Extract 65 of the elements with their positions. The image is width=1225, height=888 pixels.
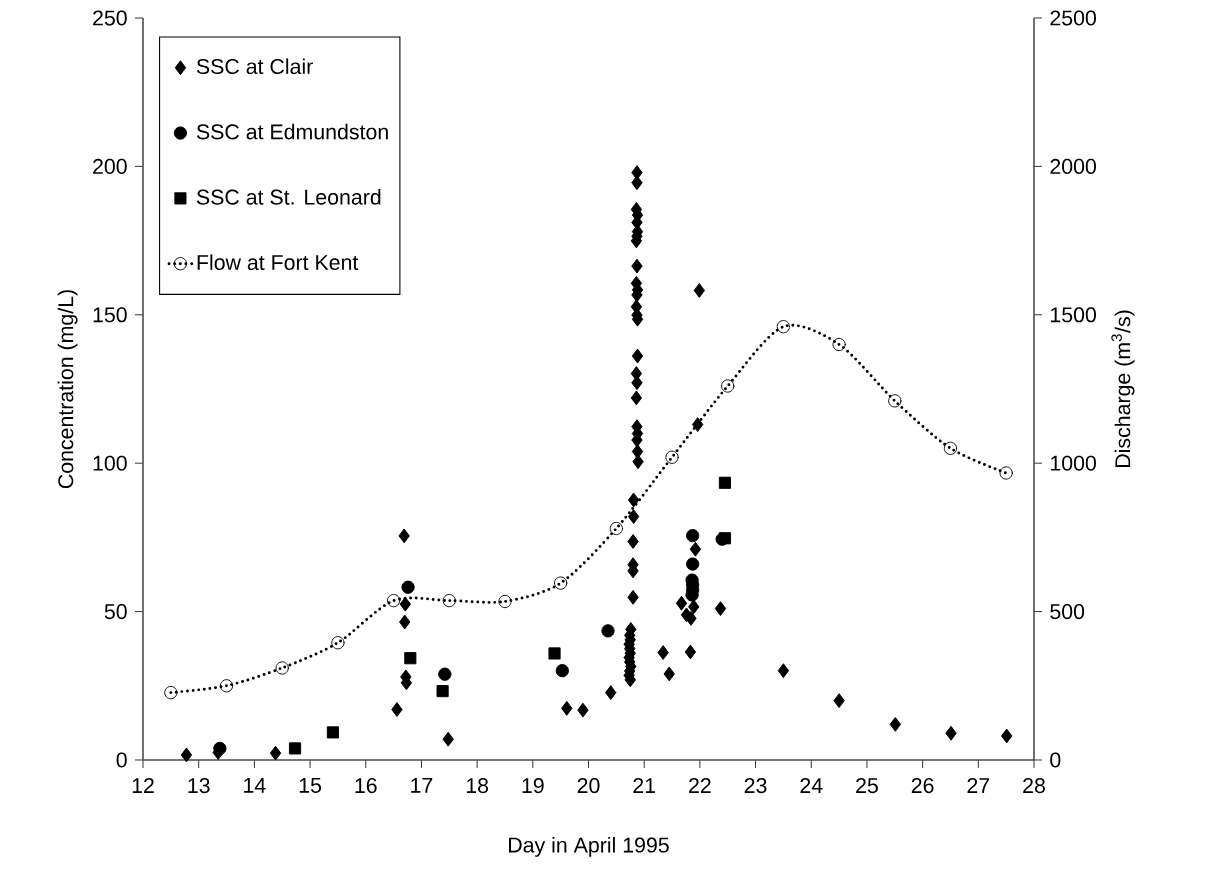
point: [609, 521, 623, 536]
x-tick-label: 26: [911, 778, 934, 794]
x-tick-label: 24: [800, 778, 823, 793]
y2-tick-label: 0: [1050, 752, 1061, 768]
x-tick-label: 15: [299, 778, 322, 793]
x-tick-label: 18: [466, 778, 489, 794]
y2-tick-label: 500: [1050, 604, 1085, 620]
point: [776, 320, 791, 334]
point: [401, 580, 415, 594]
x-tick-label: 22: [689, 778, 711, 793]
point: [999, 466, 1013, 480]
legend-label: SSC at Edmundston: [196, 123, 388, 140]
legend-label: SSC at St. Leonard: [196, 189, 381, 205]
x-tick-label: 25: [856, 778, 878, 794]
y-tick-label: 50: [104, 604, 127, 620]
x-tick-label: 27: [967, 778, 990, 793]
y-tick-label: 150: [93, 307, 127, 323]
x-tick-label: 13: [188, 778, 210, 794]
point: [213, 741, 227, 756]
point: [686, 557, 700, 571]
y2-tick-label: 2000: [1050, 158, 1096, 174]
point: [721, 379, 735, 393]
point: [326, 726, 339, 739]
x-tick-label: 14: [244, 778, 266, 793]
point: [943, 441, 958, 455]
point: [665, 450, 679, 464]
x-tick-label: 17: [411, 778, 433, 793]
point: [436, 685, 449, 698]
y2-axis-title: Discharge (m$^{3}$/s): [1111, 310, 1135, 467]
y2-tick-label: 1000: [1051, 455, 1096, 471]
y-tick-label: 250: [93, 10, 127, 26]
point: [888, 394, 902, 408]
point: [548, 647, 561, 660]
point: [288, 742, 302, 755]
y2-tick-label: 2500: [1050, 10, 1096, 26]
x-tick-label: 16: [355, 778, 377, 794]
legend-label: Flow at Fort Kent: [197, 254, 359, 271]
legend-label: SSC at Clair: [196, 58, 313, 75]
y-tick-label: 0: [116, 752, 127, 768]
point: [404, 652, 417, 665]
x-axis-title: Day in April 1995: [509, 836, 669, 857]
y2-tick-label: 1500: [1051, 307, 1096, 323]
point: [331, 636, 345, 650]
y-axis-title: Concentration (mg/L): [57, 290, 78, 489]
point: [718, 476, 732, 489]
point: [601, 624, 615, 638]
point: [386, 594, 401, 608]
point: [275, 661, 289, 675]
point: [832, 337, 846, 352]
x-tick-label: 19: [522, 778, 544, 794]
x-tick-label: 20: [577, 778, 600, 794]
point: [554, 576, 568, 590]
point: [442, 594, 456, 608]
point: [219, 679, 234, 693]
point: [438, 667, 452, 681]
x-tick-label: 21: [633, 778, 655, 793]
x-tick-label: 28: [1023, 778, 1045, 794]
point: [555, 664, 569, 678]
x-tick-label: 12: [132, 778, 154, 793]
x-tick-label: 23: [744, 778, 767, 794]
point: [498, 594, 512, 609]
point: [164, 686, 178, 700]
y-tick-label: 100: [93, 455, 127, 471]
point: [686, 529, 700, 543]
y-tick-label: 200: [93, 158, 127, 174]
